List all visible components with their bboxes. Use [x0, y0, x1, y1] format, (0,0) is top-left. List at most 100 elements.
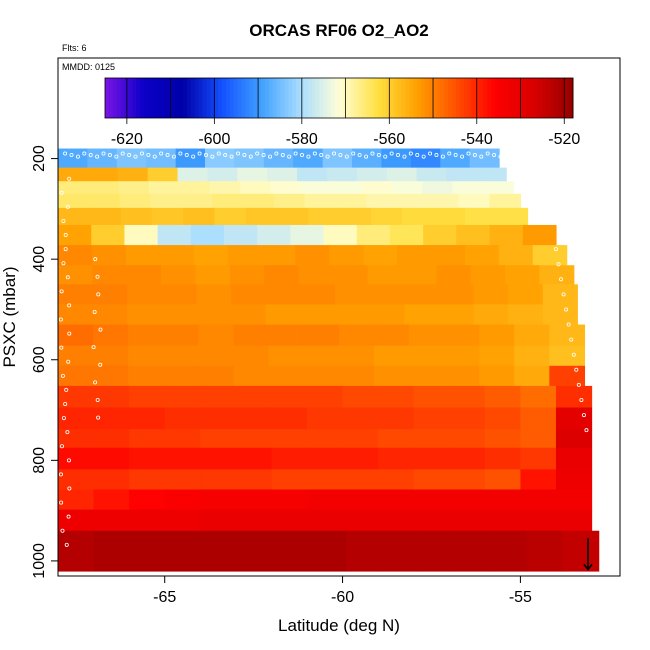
heatmap-cell: [196, 304, 232, 326]
x-tick-label: -65: [153, 589, 176, 606]
heatmap-cell: [371, 207, 403, 226]
heatmap-cell: [378, 509, 415, 532]
track-point: [216, 151, 221, 156]
y-tick-label: 400: [31, 246, 48, 273]
heatmap-cell: [413, 509, 450, 532]
heatmap-cell: [235, 489, 273, 511]
heatmap-cell: [401, 265, 437, 285]
heatmap-cell: [147, 167, 179, 182]
heatmap-cell: [271, 509, 308, 532]
track-point: [184, 153, 189, 158]
heatmap-cell: [306, 509, 344, 532]
track-point: [306, 154, 311, 159]
heatmap-cell: [58, 345, 94, 367]
track-point: [248, 154, 253, 159]
colorbar-swatch: [362, 78, 367, 118]
track-point: [223, 153, 228, 158]
colorbar-swatch: [479, 78, 484, 118]
heatmap-cell: [508, 304, 544, 326]
colorbar-swatch: [549, 78, 554, 118]
heatmap-cell: [298, 265, 334, 285]
colorbar-frame: [104, 77, 574, 119]
heatmap-cell: [58, 167, 89, 182]
track-point: [58, 317, 63, 322]
heatmap-cell: [93, 469, 130, 491]
heatmap-cell: [92, 304, 128, 326]
heatmap-cell: [223, 224, 258, 246]
colorbar-swatch: [541, 78, 547, 118]
track-point: [383, 154, 388, 159]
colorbar-swatch: [553, 78, 558, 118]
heatmap-cell: [129, 469, 166, 491]
chart-title: ORCAS RF06 O2_AO2: [249, 21, 429, 40]
colorbar-swatch: [206, 78, 211, 118]
heatmap-cell: [58, 224, 92, 246]
y-tick-label: 200: [31, 145, 48, 172]
heatmap-cell: [231, 284, 267, 306]
heatmap-cell: [195, 265, 231, 285]
track-point: [91, 345, 96, 350]
track-point: [66, 359, 71, 364]
track-point: [98, 327, 103, 332]
heatmap-cell: [366, 193, 398, 209]
heatmap-cell: [183, 207, 216, 226]
track-point: [146, 153, 151, 158]
heatmap-cell: [433, 207, 466, 226]
heatmap-cell: [479, 324, 515, 347]
heatmap-cell: [267, 167, 298, 182]
heatmap-cell: [164, 489, 201, 511]
heatmap-cell: [444, 365, 480, 387]
heatmap-cell: [207, 167, 238, 182]
track-point: [421, 154, 426, 159]
colorbar-swatch: [186, 78, 192, 118]
heatmap-cell: [58, 509, 95, 532]
colorbar-swatch: [339, 78, 344, 118]
heatmap-cell: [265, 304, 301, 326]
heatmap-cell: [476, 167, 507, 182]
colorbar-swatch: [202, 78, 207, 118]
heatmap-cell: [58, 265, 93, 285]
heatmap-cell: [449, 407, 486, 430]
heatmap-cell: [449, 429, 486, 449]
heatmap-cell: [163, 365, 199, 387]
heatmap-cell: [93, 489, 130, 511]
heatmap-cell: [58, 284, 94, 306]
colorbar-swatch: [276, 78, 281, 118]
heatmap-cell: [342, 469, 379, 491]
heatmap-cell: [233, 324, 270, 347]
track-point: [576, 382, 581, 387]
heatmap-cell: [235, 447, 273, 470]
colorbar-swatch: [327, 78, 332, 118]
track-point: [479, 154, 484, 159]
colorbar-swatch: [261, 78, 266, 118]
heatmap-cell: [306, 429, 344, 449]
colorbar-swatch: [440, 78, 445, 118]
heatmap-cell: [92, 265, 128, 285]
track-point: [96, 292, 101, 297]
heatmap-cell: [58, 181, 89, 195]
track-point: [61, 261, 66, 266]
colorbar-swatch: [545, 78, 551, 118]
heatmap-cell: [128, 345, 164, 367]
track-point: [60, 373, 65, 378]
heatmap-cell: [342, 489, 379, 511]
heatmap-cell: [323, 224, 358, 246]
heatmap-cell: [410, 148, 441, 169]
colorbar-swatch: [428, 78, 434, 118]
heatmap-cell: [514, 365, 550, 387]
heatmap-cell: [378, 489, 415, 511]
track-point: [67, 331, 72, 336]
heatmap-cell: [126, 265, 162, 285]
track-point: [67, 176, 72, 181]
colorbar-swatch: [397, 78, 402, 118]
track-point: [127, 153, 132, 158]
heatmap-cell: [271, 385, 308, 409]
heatmap-cell: [326, 167, 358, 182]
heatmap-cell: [306, 469, 344, 491]
heatmap-cell: [549, 365, 586, 387]
heatmap-cell: [402, 207, 435, 226]
colorbar-swatch: [108, 78, 114, 118]
track-point: [101, 151, 106, 156]
heatmap-cell: [378, 385, 415, 409]
